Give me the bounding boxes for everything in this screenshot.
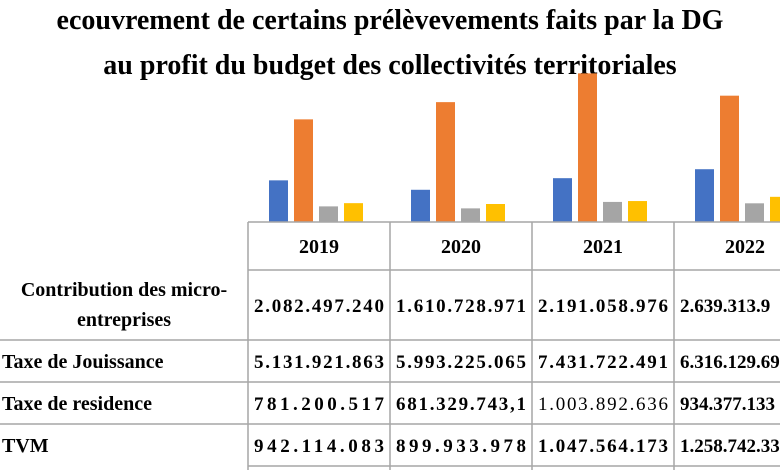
data-label-2019-series-2: 5.131.921.863 [254,352,384,373]
data-label-2019-series-3: 781.200.517 [254,394,385,415]
bar-2022-series-4 [770,196,780,222]
year-header-2020: 2020 [441,236,481,258]
row-label-1-line-1: Contribution des micro- [21,279,227,301]
row-label-2: Taxe de Jouissance [2,351,164,373]
data-label-2021-series-3: 1.003.892.636 [538,394,668,415]
data-label-2020-series-4: 899.933.978 [396,436,526,457]
year-header-2019: 2019 [299,236,339,258]
data-label-2021-series-4: 1.047.564.173 [538,436,668,457]
data-label-2022-series-3: 934.377.133 [680,394,775,415]
data-label-2022-series-2: 6.316.129.69 [680,352,780,373]
data-label-2021-series-1: 2.191.058.976 [538,296,668,317]
bar-2020-series-3 [461,208,480,222]
year-header-2021: 2021 [583,236,623,258]
bar-2019-series-3 [319,206,338,222]
data-label-2020-series-3: 681.329.743,1 [396,394,526,415]
data-table: 2019 2020 2021 2022 Contribution des micro-e… [2,236,780,457]
bar-2020-series-4 [486,204,505,222]
bar-2021-series-4 [628,201,647,222]
bar-2019-series-4 [344,203,363,222]
data-label-2019-series-1: 2.082.497.240 [254,296,384,317]
bar-group [269,73,780,223]
bar-2021-series-1 [553,178,572,222]
data-label-2020-series-1: 1.610.728.971 [396,296,526,317]
row-label-3: Taxe de residence [2,393,152,415]
data-table-grid [0,221,780,470]
data-label-2021-series-2: 7.431.722.491 [538,352,668,373]
row-label-1-line-2: entreprises [77,309,171,331]
bar-2021-series-3 [603,201,622,222]
data-label-2022-series-1: 2.639.313.9 [680,296,770,317]
data-label-2022-series-4: 1.258.742.33 [680,436,780,457]
data-label-2020-series-2: 5.993.225.065 [396,352,526,373]
bar-2020-series-1 [411,189,430,222]
bar-2021-series-2 [578,73,597,223]
bar-2022-series-3 [745,203,764,222]
data-label-2019-series-4: 942.114.083 [254,436,384,457]
chart-title-line-1: ecouvrement de certains prélèvevements f… [56,5,724,36]
bar-2022-series-1 [695,169,714,222]
row-label-4: TVM [2,435,49,457]
bar-2019-series-1 [269,180,288,222]
bar-2019-series-2 [294,119,313,222]
bar-2020-series-2 [436,102,455,222]
bar-2022-series-2 [720,95,739,222]
year-header-2022: 2022 [725,236,765,258]
